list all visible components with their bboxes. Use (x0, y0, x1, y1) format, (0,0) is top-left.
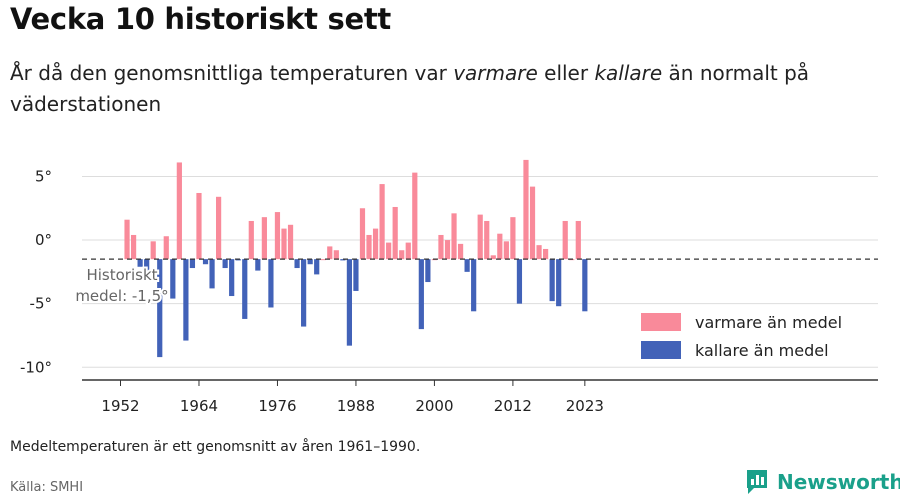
bar (549, 259, 555, 302)
y-tick-label: 5° (35, 167, 52, 185)
bar (124, 219, 130, 260)
bar (301, 259, 307, 327)
chart-title: Vecka 10 historiskt sett (10, 2, 391, 36)
bar (150, 241, 156, 260)
bar (451, 213, 457, 260)
bar (209, 259, 215, 289)
legend-label-cold: kallare än medel (695, 341, 829, 360)
bar (287, 224, 294, 260)
bar (294, 259, 300, 269)
bar (189, 259, 196, 269)
bar (562, 220, 568, 260)
bar (333, 250, 339, 260)
bar (130, 234, 137, 260)
newsworthy-logo-icon (747, 470, 767, 494)
bar (477, 214, 483, 260)
y-tick-label: 0° (35, 231, 52, 249)
bar (457, 243, 464, 260)
footnote: Medeltemperaturen är ett genomsnitt av å… (10, 439, 421, 455)
bar (176, 162, 182, 260)
newsworthy-logo-text: Newsworthy (777, 470, 900, 494)
bar (575, 220, 581, 260)
bar-chart: 5° 0° -5° -10° Historiskt medel: -1,5° 1952 196… (20, 159, 878, 415)
x-tick-label: 2012 (494, 397, 532, 415)
baseline-annotation-line2: medel: -1,5° (75, 287, 168, 305)
bar (366, 234, 372, 260)
bar (314, 259, 320, 275)
baseline-annotation-line1: Historiskt (86, 266, 157, 284)
bar (510, 217, 516, 260)
bar (202, 259, 209, 265)
bar (340, 259, 346, 261)
bar (320, 259, 326, 261)
bar (444, 240, 451, 260)
bar (464, 259, 470, 272)
bar (216, 196, 222, 260)
bar (405, 242, 411, 260)
bar (536, 245, 542, 260)
subtitle-cold-word: kallare (594, 61, 663, 85)
bar (268, 259, 274, 308)
bar (386, 242, 392, 260)
subtitle-text-start: År då den genomsnittliga temperaturen va… (10, 61, 454, 85)
legend-swatch-cold (641, 341, 681, 359)
bar (196, 192, 202, 260)
y-tick-label: -5° (30, 295, 52, 313)
bar (523, 159, 529, 260)
bar (248, 220, 254, 260)
bar (170, 259, 176, 299)
subtitle-warm-word: varmare (453, 61, 538, 85)
bar (274, 212, 281, 260)
bar (144, 259, 150, 271)
bar (543, 248, 549, 260)
source-credit: Källa: SMHI (10, 480, 84, 495)
bar (157, 259, 163, 358)
bar (582, 259, 588, 312)
bar (163, 236, 169, 260)
bar (255, 259, 261, 271)
x-tick-label: 2023 (566, 397, 604, 415)
bar (425, 259, 431, 283)
bar (281, 228, 287, 260)
bar (392, 206, 398, 260)
x-tick-label: 2000 (415, 397, 453, 415)
bar (529, 186, 536, 260)
bar (399, 250, 405, 260)
x-tick-label: 1952 (101, 397, 139, 415)
bar (137, 259, 143, 267)
bar (484, 220, 490, 260)
bar (327, 246, 333, 260)
chart-subtitle: År då den genomsnittliga temperaturen va… (10, 58, 870, 120)
bar (490, 255, 496, 260)
subtitle-text-end: än normalt på väderstationen (10, 61, 810, 116)
bar (242, 259, 248, 319)
bar (412, 172, 418, 260)
bar (418, 259, 424, 330)
x-tick-label: 1976 (258, 397, 296, 415)
legend-label-warm: varmare än medel (695, 313, 842, 332)
subtitle-text-mid: eller (537, 61, 595, 85)
bar (516, 259, 523, 304)
y-tick-label: -10° (20, 358, 52, 376)
x-tick-label: 1988 (337, 397, 375, 415)
bar (379, 184, 385, 260)
bar (346, 259, 352, 346)
bar (222, 259, 228, 269)
x-tick-label: 1964 (180, 397, 218, 415)
bar (183, 259, 189, 341)
bar (235, 259, 241, 261)
legend-swatch-warm (641, 313, 681, 331)
bar (471, 259, 477, 312)
bar (372, 228, 379, 260)
bar (359, 208, 366, 260)
bar (353, 259, 359, 291)
bar (497, 233, 503, 260)
bar (556, 259, 562, 307)
bar (503, 241, 509, 260)
bar (261, 217, 267, 260)
bar (438, 234, 444, 260)
newsworthy-logo: Newsworthy (745, 468, 900, 496)
bar (229, 259, 235, 297)
bar (307, 259, 313, 265)
